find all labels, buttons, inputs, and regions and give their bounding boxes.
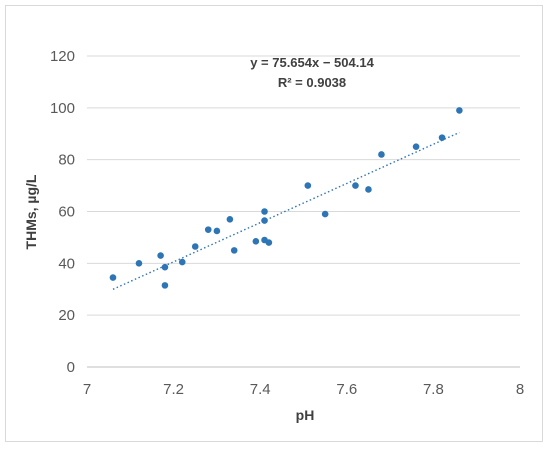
x-tick-label: 7.2 [163,381,184,398]
y-tick-label: 80 [58,152,75,169]
data-point [191,243,199,250]
x-tick-label: 7.6 [336,381,357,398]
data-point [204,226,212,233]
y-axis-ticks: 0 20 40 60 80 100 120 [50,48,75,376]
y-tick-label: 60 [58,204,75,221]
data-point [178,258,186,266]
y-tick-label: 40 [58,255,75,272]
y-tick-label: 120 [50,48,75,65]
trendline [112,131,460,290]
x-tick-label: 7.4 [250,381,271,398]
data-point [412,143,420,151]
y-tick-label: 100 [50,100,75,117]
x-tick-label: 7 [83,381,91,398]
data-point [261,217,268,224]
data-point [438,134,446,141]
trendline-group [112,131,460,290]
data-point [321,210,329,218]
data-point [252,238,260,245]
data-point [161,282,169,289]
x-tick-label: 7.8 [423,381,444,398]
data-point [265,239,273,246]
data-point [226,215,234,223]
data-point [109,274,117,281]
x-tick-label: 8 [516,381,524,398]
data-point [161,263,169,271]
trendline-equation: y = 75.654x − 504.14 [250,55,374,70]
y-tick-label: 20 [58,307,75,324]
x-axis-title: pH [296,407,315,423]
data-point [213,227,221,235]
data-point [157,252,164,259]
data-points [109,107,463,289]
chart-area [5,5,543,442]
y-tick-label: 0 [67,359,75,376]
r-squared-label: R² = 0.9038 [278,75,346,90]
y-axis-title: THMs, µg/L [23,174,39,249]
data-point [378,151,385,158]
x-axis-ticks: 7 7.2 7.4 7.6 7.8 8 [83,381,524,398]
data-point [352,182,359,189]
data-point [261,208,268,215]
gridlines [87,55,520,368]
data-point [304,182,312,189]
data-point [365,186,372,193]
data-point [456,107,463,114]
data-point [230,247,238,254]
data-point [135,260,143,267]
